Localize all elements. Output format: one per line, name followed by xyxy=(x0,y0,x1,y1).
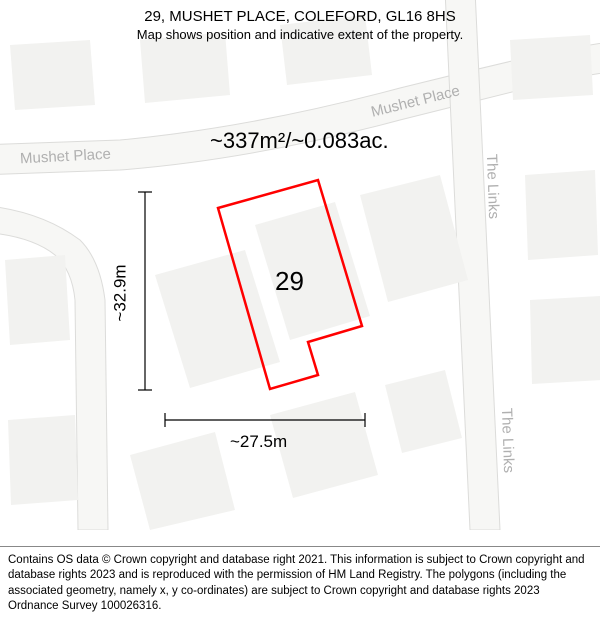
building xyxy=(530,296,600,384)
header: 29, MUSHET PLACE, COLEFORD, GL16 8HS Map… xyxy=(0,0,600,46)
building xyxy=(130,432,235,530)
street-links-bottom: The Links xyxy=(498,408,517,474)
building xyxy=(255,202,370,340)
building xyxy=(385,370,462,453)
building xyxy=(155,250,280,388)
area-label: ~337m²/~0.083ac. xyxy=(210,128,389,154)
height-label: ~32.9m xyxy=(111,264,131,321)
building xyxy=(10,40,95,110)
footer-copyright: Contains OS data © Crown copyright and d… xyxy=(0,546,600,625)
building xyxy=(5,255,70,345)
street-links-top: The Links xyxy=(483,154,502,220)
page-subtitle: Map shows position and indicative extent… xyxy=(10,27,590,42)
building xyxy=(8,415,78,505)
map-area: ~337m²/~0.083ac. ~32.9m ~27.5m 29 Mushet… xyxy=(0,0,600,530)
building xyxy=(525,170,598,260)
building xyxy=(360,175,468,302)
page-title: 29, MUSHET PLACE, COLEFORD, GL16 8HS xyxy=(10,8,590,25)
plot-number: 29 xyxy=(275,266,304,297)
width-label: ~27.5m xyxy=(230,432,287,452)
